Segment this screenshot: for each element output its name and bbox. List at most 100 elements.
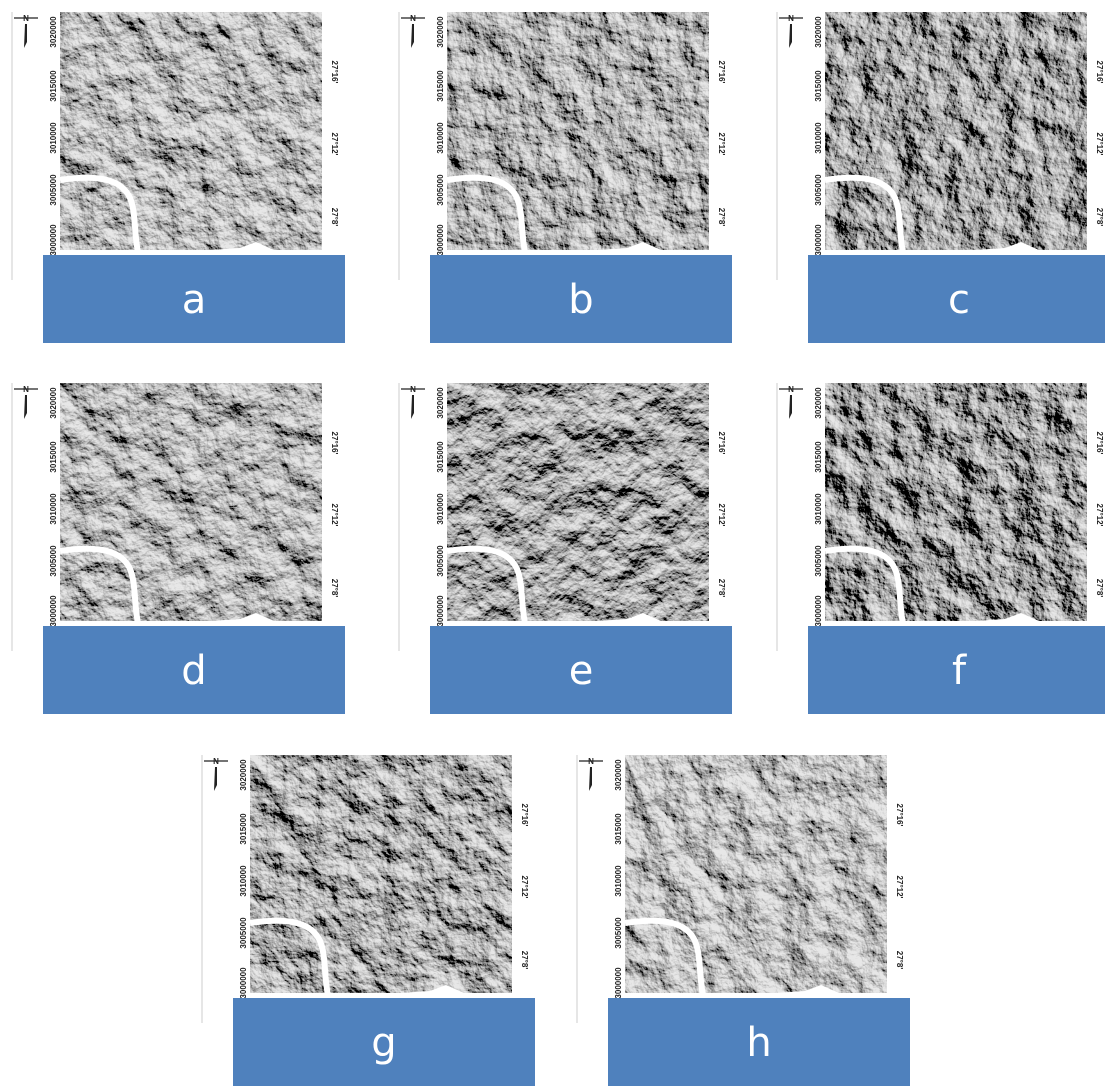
latitude-label: 27°8' [717, 208, 726, 227]
panel: N 3000000 3005000 3010000 3015000 3020000 27°8… [12, 12, 345, 343]
north-label: N [588, 757, 594, 766]
north-label: N [788, 385, 794, 394]
north-arrow: N [779, 385, 803, 419]
latitude-label: 27°8' [330, 208, 339, 227]
latitude-label: 27°16' [895, 804, 904, 827]
north-label: N [23, 385, 29, 394]
northing-label: 3000000 [814, 595, 823, 627]
north-label: N [410, 14, 416, 23]
figure: N 3000000 3005000 3010000 3015000 3020000 27°8… [0, 0, 1105, 1086]
north-arrow: N [401, 385, 425, 419]
north-arrow: N [779, 14, 803, 48]
northing-label: 3000000 [436, 224, 445, 256]
northing-label: 3010000 [814, 122, 823, 154]
panel-label: h [746, 1020, 771, 1066]
northing-label: 3020000 [614, 759, 623, 791]
northing-label: 3000000 [49, 595, 58, 627]
latitude-label: 27°16' [520, 804, 529, 827]
northing-label: 3020000 [49, 16, 58, 48]
northing-label: 3015000 [49, 441, 58, 473]
northing-label: 3005000 [49, 174, 58, 206]
panel-label: g [371, 1020, 396, 1066]
latitude-label: 27°8' [717, 579, 726, 598]
hillshade-image [825, 383, 1087, 623]
northing-label: 3005000 [49, 545, 58, 577]
latitude-label: 27°16' [1095, 61, 1104, 84]
latitude-label: 27°12' [330, 504, 339, 527]
northing-label: 3000000 [814, 224, 823, 256]
latitude-label: 27°16' [717, 432, 726, 455]
latitude-label: 27°16' [330, 61, 339, 84]
north-arrow: N [401, 14, 425, 48]
panel: N3000000300500030100003015000302000027°8… [202, 755, 535, 1086]
latitude-label: 27°8' [895, 951, 904, 970]
north-arrow: N [14, 14, 38, 48]
northing-label: 3005000 [436, 545, 445, 577]
northing-label: 3005000 [436, 174, 445, 206]
northing-label: 3005000 [814, 174, 823, 206]
north-arrow: N [14, 385, 38, 419]
panel: N 3000000 3005000 3010000 3015000 3020000 27°8… [399, 383, 732, 714]
northing-label: 3020000 [814, 16, 823, 48]
latitude-label: 27°12' [717, 133, 726, 156]
latitude-label: 27°12' [717, 504, 726, 527]
northing-label: 3015000 [239, 813, 248, 845]
hillshade-image [825, 12, 1087, 252]
panel: N3000000300500030100003015000302000027°8… [777, 383, 1105, 714]
latitude-label: 27°12' [520, 876, 529, 899]
north-label: N [788, 14, 794, 23]
northing-label: 3015000 [49, 70, 58, 102]
northing-label: 3010000 [814, 493, 823, 525]
hillshade-image [447, 383, 709, 623]
hillshade-image [60, 383, 322, 623]
northing-label: 3005000 [614, 917, 623, 949]
northing-label: 3005000 [239, 917, 248, 949]
panel: N 3000000 3005000 3010000 3015000 3020000 27°8… [399, 12, 732, 343]
hillshade-image [60, 12, 322, 252]
northing-label: 3010000 [436, 122, 445, 154]
northing-label: 3015000 [814, 70, 823, 102]
northing-label: 3005000 [814, 545, 823, 577]
latitude-label: 27°16' [1095, 432, 1104, 455]
north-label: N [23, 14, 29, 23]
panel: N 3000000 3005000 3010000 3015000 3020000 27°8… [577, 755, 910, 1086]
northing-label: 3015000 [614, 813, 623, 845]
panel-label: a [182, 277, 207, 323]
northing-label: 3010000 [49, 493, 58, 525]
northing-label: 3020000 [49, 387, 58, 419]
northing-label: 3015000 [436, 441, 445, 473]
north-label: N [213, 757, 219, 766]
latitude-label: 27°12' [330, 133, 339, 156]
panel-label: d [181, 648, 206, 694]
panel-label: f [952, 648, 967, 694]
northing-label: 3000000 [614, 967, 623, 999]
north-label: N [410, 385, 416, 394]
latitude-label: 27°12' [1095, 504, 1104, 527]
northing-label: 3015000 [436, 70, 445, 102]
northing-label: 3010000 [49, 122, 58, 154]
hillshade-image [447, 12, 709, 252]
panel: N 3000000 3005000 3010000 3015000 3020000 27°8… [777, 12, 1105, 343]
latitude-label: 27°8' [1095, 579, 1104, 598]
latitude-label: 27°12' [895, 876, 904, 899]
northing-label: 3020000 [436, 16, 445, 48]
latitude-label: 27°12' [1095, 133, 1104, 156]
panel-label: e [569, 648, 594, 694]
latitude-label: 27°8' [520, 951, 529, 970]
latitude-label: 27°16' [717, 61, 726, 84]
northing-label: 3000000 [49, 224, 58, 256]
northing-label: 3020000 [436, 387, 445, 419]
panel: N3000000300500030100003015000302000027°8… [12, 383, 345, 714]
northing-label: 3010000 [614, 865, 623, 897]
northing-label: 3020000 [814, 387, 823, 419]
hillshade-image [625, 755, 887, 995]
north-arrow: N [204, 757, 228, 791]
latitude-label: 27°8' [1095, 208, 1104, 227]
hillshade-image [250, 755, 512, 995]
northing-label: 3010000 [436, 493, 445, 525]
northing-label: 3000000 [436, 595, 445, 627]
panel-label: b [568, 277, 593, 323]
panel-label: c [948, 277, 970, 323]
northing-label: 3000000 [239, 967, 248, 999]
north-arrow: N [579, 757, 603, 791]
